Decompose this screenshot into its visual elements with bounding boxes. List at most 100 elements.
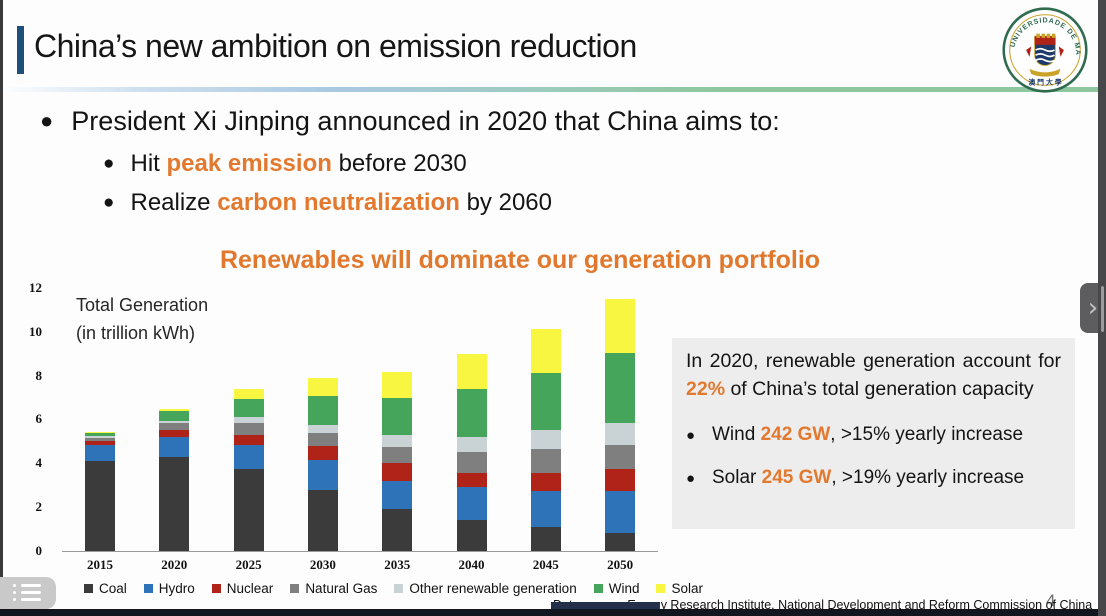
bar-segment-coal-2050 <box>605 533 636 551</box>
viewer-bottom-band <box>0 609 1106 616</box>
bar-segment-nuclear-2035 <box>382 463 413 481</box>
legend-item-wind: Wind <box>593 581 640 596</box>
bar-segment-wind-2045 <box>530 373 561 431</box>
x-tick-2015: 2015 <box>87 557 113 572</box>
chart-heading: Renewables will dominate our generation … <box>219 246 821 274</box>
highlight-solar-gw: 245 GW <box>761 467 832 489</box>
bar-segment-hydro-2025 <box>233 444 264 469</box>
bar-segment-wind-2050 <box>605 352 636 423</box>
highlight-peak-emission: peak emission <box>166 150 332 177</box>
bar-segment-natural-gas-2030 <box>307 432 338 446</box>
legend-swatch-hydro <box>143 584 153 593</box>
bar-segment-nuclear-2040 <box>456 473 487 488</box>
chart-legend: Coal Hydro Nuclear Natural Gas Other renewab… <box>84 581 703 596</box>
bar-segment-hydro-2045 <box>530 490 561 527</box>
bar-segment-natural-gas-2020 <box>159 422 190 431</box>
legend-label: Wind <box>608 581 640 596</box>
title-accent-bar <box>17 26 24 74</box>
list-icon <box>13 583 43 601</box>
bar-segment-coal-2020 <box>159 456 190 551</box>
bar-segment-wind-2040 <box>456 388 487 437</box>
bullet-peak-emission: ● Hit peak emission before 2030 <box>103 150 467 177</box>
bar-segment-hydro-2020 <box>159 437 190 457</box>
bar-segment-solar-2025 <box>233 388 264 399</box>
bar-segment-hydro-2030 <box>307 460 338 490</box>
bar-segment-other-renewable-generation-2040 <box>456 437 487 453</box>
legend-label: Natural Gas <box>305 581 378 596</box>
legend-item-other-renewable-generation: Other renewable generation <box>394 581 577 596</box>
bar-segment-natural-gas-2025 <box>233 422 264 435</box>
bar-segment-nuclear-2025 <box>233 434 264 445</box>
x-axis-line <box>62 551 658 552</box>
y-tick-12: 12 <box>29 279 42 295</box>
bar-segment-natural-gas-2045 <box>530 449 561 474</box>
legend-label: Coal <box>99 581 127 596</box>
bar-segment-solar-2030 <box>307 377 338 397</box>
bar-segment-hydro-2015 <box>85 444 115 462</box>
x-tick-2035: 2035 <box>384 557 411 572</box>
y-tick-4: 4 <box>35 455 43 471</box>
bar-segment-solar-2035 <box>382 372 413 398</box>
title-divider <box>6 87 1106 92</box>
bar-segment-solar-2050 <box>605 298 636 353</box>
bar-segment-wind-2035 <box>382 397 413 435</box>
bar-segment-hydro-2050 <box>605 490 636 534</box>
x-tick-2050: 2050 <box>607 557 634 572</box>
page-title: China’s new ambition on emission reducti… <box>34 28 637 64</box>
x-tick-2030: 2030 <box>309 557 336 572</box>
highlight-carbon-neutralization: carbon neutralization <box>217 189 460 216</box>
legend-swatch-nuclear <box>211 584 221 593</box>
legend-label: Other renewable generation <box>409 581 577 596</box>
bar-segment-other-renewable-generation-2025 <box>233 417 264 423</box>
bullet-main: ● President Xi Jinping announced in 2020 … <box>40 106 780 136</box>
bar-segment-coal-2030 <box>307 489 338 551</box>
bar-segment-nuclear-2015 <box>85 440 115 445</box>
x-tick-2020: 2020 <box>161 557 188 572</box>
university-of-macau-logo: UNIVERSIDADE DE MACAU 澳 門 大 學 <box>999 2 1088 93</box>
bar-segment-solar-2020 <box>159 408 190 412</box>
bar-segment-hydro-2040 <box>456 487 487 521</box>
bar-segment-wind-2030 <box>307 396 338 425</box>
bar-segment-nuclear-2020 <box>159 430 190 437</box>
bar-segment-natural-gas-2050 <box>605 444 636 469</box>
bullet-dot: ● <box>40 108 54 133</box>
y-tick-10: 10 <box>29 323 42 339</box>
bar-segment-coal-2025 <box>233 468 264 551</box>
bar-segment-nuclear-2045 <box>530 473 561 491</box>
legend-label: Solar <box>671 581 703 596</box>
info-box: In 2020, renewable generation account fo… <box>672 338 1075 529</box>
bullet-dot: ● <box>686 470 696 488</box>
legend-swatch-coal <box>84 584 93 593</box>
legend-label: Nuclear <box>226 581 274 596</box>
bar-segment-wind-2020 <box>159 411 190 421</box>
x-tick-2040: 2040 <box>458 557 485 572</box>
legend-item-nuclear: Nuclear <box>211 581 274 596</box>
legend-swatch-other-renewable-generation <box>394 584 404 593</box>
bullet-dot: ● <box>103 153 115 174</box>
highlight-22-percent: 22% <box>686 377 726 400</box>
info-paragraph: In 2020, renewable generation account fo… <box>686 350 1061 400</box>
next-slide-edge-overlap <box>551 602 659 611</box>
x-tick-2025: 2025 <box>235 557 262 572</box>
y-tick-2: 2 <box>35 499 43 515</box>
bullet-carbon-neutralization: ● Realize carbon neutralization by 2060 <box>103 189 552 216</box>
bar-segment-wind-2015 <box>85 432 115 436</box>
chart-annotation: Total Generation (in trillion kWh) <box>76 295 209 343</box>
slides-list-button[interactable] <box>0 577 56 609</box>
y-tick-0: 0 <box>35 543 43 558</box>
bar-segment-other-renewable-generation-2035 <box>382 434 413 447</box>
x-tick-2045: 2045 <box>532 557 559 572</box>
bar-segment-solar-2045 <box>530 328 561 374</box>
bar-segment-nuclear-2050 <box>605 468 636 491</box>
bar-segment-natural-gas-2015 <box>85 437 115 441</box>
highlight-wind-gw: 242 GW <box>760 424 831 446</box>
bar-segment-coal-2035 <box>382 509 413 551</box>
chevron-right-icon: › <box>1087 293 1099 323</box>
bar-segment-other-renewable-generation-2020 <box>159 421 190 423</box>
legend-swatch-natural-gas <box>290 584 300 593</box>
page-number: 4 <box>1046 591 1056 610</box>
bar-segment-other-renewable-generation-2045 <box>530 430 561 450</box>
data-source-note: Data source: Energy Research Institute, … <box>553 598 1093 612</box>
scrollbar-thumb[interactable] <box>1101 286 1104 332</box>
legend-item-solar: Solar <box>656 581 703 596</box>
